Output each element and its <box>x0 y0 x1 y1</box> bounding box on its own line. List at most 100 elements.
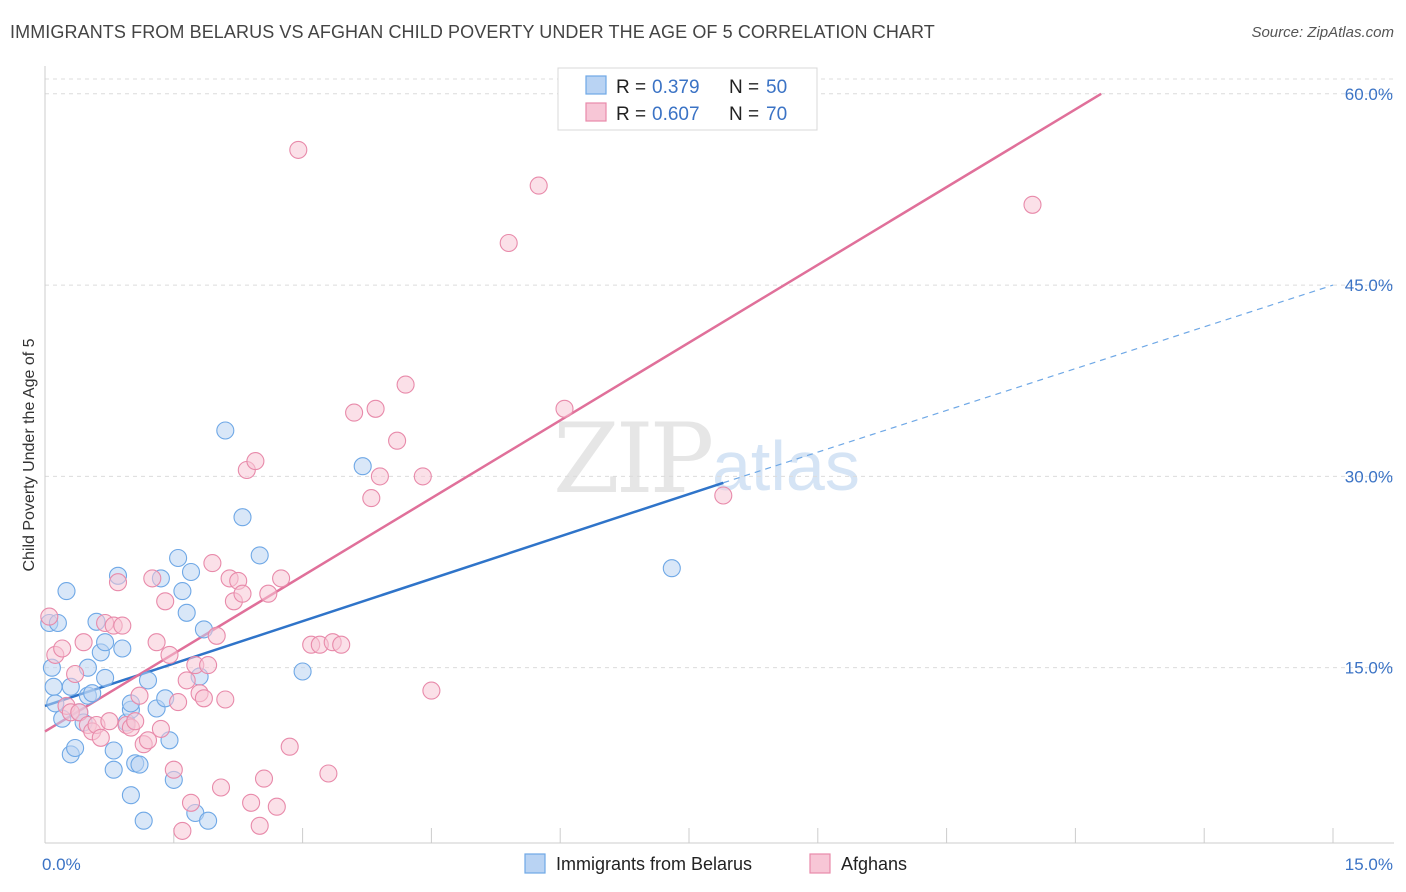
point-belarus <box>66 738 85 758</box>
point-afghans <box>130 686 149 705</box>
point-belarus <box>169 548 188 568</box>
point-afghans <box>254 769 274 788</box>
legend-n-value-2: 70 <box>766 104 787 125</box>
point-afghans <box>40 607 59 626</box>
point-afghans <box>413 467 432 486</box>
point-afghans <box>194 689 213 708</box>
point-afghans <box>108 573 128 592</box>
point-belarus <box>104 760 123 779</box>
legend-n-label-1: N = <box>729 77 759 98</box>
point-belarus <box>96 633 115 652</box>
point-afghans <box>203 554 222 573</box>
watermark-zip: ZIP <box>553 403 712 515</box>
point-afghans <box>151 719 170 738</box>
legend-r-value-2: 0.607 <box>652 104 700 125</box>
point-belarus <box>121 786 140 805</box>
point-afghans <box>100 712 119 731</box>
point-afghans <box>169 693 188 712</box>
point-afghans <box>177 671 196 690</box>
point-afghans <box>138 731 158 750</box>
point-belarus <box>44 677 63 696</box>
point-afghans <box>396 375 415 394</box>
point-belarus <box>104 741 123 760</box>
point-afghans <box>207 626 226 645</box>
point-afghans <box>259 584 278 603</box>
y-tick-label: 60.0% <box>1345 85 1393 104</box>
point-belarus <box>57 582 76 601</box>
point-afghans <box>714 486 733 505</box>
point-afghans <box>156 592 175 611</box>
point-afghans <box>370 467 389 486</box>
trend-line-belarus <box>44 481 724 708</box>
point-afghans <box>66 664 85 684</box>
legend-n-value-1: 50 <box>766 77 787 98</box>
y-tick-label: 30.0% <box>1345 467 1393 486</box>
point-belarus <box>173 582 192 601</box>
point-afghans <box>216 690 235 709</box>
point-afghans <box>53 639 72 658</box>
point-afghans <box>366 399 385 418</box>
bottom-legend-swatch-afghans <box>809 853 831 874</box>
point-afghans <box>74 633 93 652</box>
axes <box>44 66 1394 844</box>
point-afghans <box>555 399 574 418</box>
point-belarus <box>353 457 372 476</box>
bottom-legend-label-belarus: Immigrants from Belarus <box>556 854 752 874</box>
bottom-legend-label-afghans: Afghans <box>841 854 907 874</box>
point-afghans <box>181 793 201 812</box>
grid-lines <box>45 78 1394 669</box>
point-afghans <box>164 760 183 779</box>
point-afghans <box>280 737 299 756</box>
y-tick-label: 15.0% <box>1345 659 1393 678</box>
point-afghans <box>272 569 291 588</box>
y-tick-labels: 15.0% 30.0% 45.0% 60.0% <box>1345 85 1393 678</box>
chart-title: IMMIGRANTS FROM BELARUS VS AFGHAN CHILD … <box>10 22 935 42</box>
point-belarus <box>96 668 115 687</box>
legend-r-label-2: R = <box>616 104 646 125</box>
point-afghans <box>126 712 145 731</box>
point-afghans <box>199 656 218 675</box>
source-label: Source: ZipAtlas.com <box>1251 24 1394 41</box>
point-afghans <box>160 645 179 664</box>
point-afghans <box>267 797 286 816</box>
point-belarus <box>134 811 153 830</box>
point-belarus <box>181 562 201 582</box>
trend-line-belarus-extrapolated <box>723 284 1334 484</box>
point-belarus <box>250 546 269 565</box>
point-afghans <box>319 764 338 783</box>
legend-r-label-1: R = <box>616 77 646 98</box>
point-belarus <box>216 421 235 440</box>
bottom-legend-swatch-belarus <box>524 853 546 874</box>
point-belarus <box>138 671 158 690</box>
point-afghans <box>91 728 110 747</box>
point-afghans <box>246 452 265 471</box>
point-afghans <box>113 616 132 635</box>
x-tick-label-max: 15.0% <box>1345 855 1393 874</box>
point-belarus <box>83 684 102 703</box>
point-afghans <box>211 778 231 797</box>
x-tick-label-min: 0.0% <box>42 855 81 874</box>
legend-swatch-afghans <box>585 102 607 122</box>
legend-r-value-1: 0.379 <box>652 77 700 98</box>
point-afghans <box>173 821 192 840</box>
point-afghans <box>147 633 166 652</box>
point-afghans <box>250 816 269 835</box>
point-afghans <box>422 681 441 700</box>
y-axis-label: Child Poverty Under the Age of 5 <box>21 338 38 571</box>
point-belarus <box>113 639 132 658</box>
watermark-atlas: atlas <box>712 427 860 505</box>
point-afghans <box>388 431 407 450</box>
data-points <box>40 140 1042 840</box>
legend-swatch-belarus <box>585 75 607 95</box>
point-belarus <box>233 508 252 527</box>
trend-lines <box>44 92 1334 733</box>
point-afghans <box>70 703 89 722</box>
point-afghans <box>289 140 308 159</box>
legend-n-label-2: N = <box>729 104 759 125</box>
point-afghans <box>345 403 364 422</box>
point-afghans <box>1023 195 1042 214</box>
point-belarus <box>199 811 218 830</box>
point-afghans <box>242 793 261 812</box>
series-afghans-points <box>40 140 1042 840</box>
